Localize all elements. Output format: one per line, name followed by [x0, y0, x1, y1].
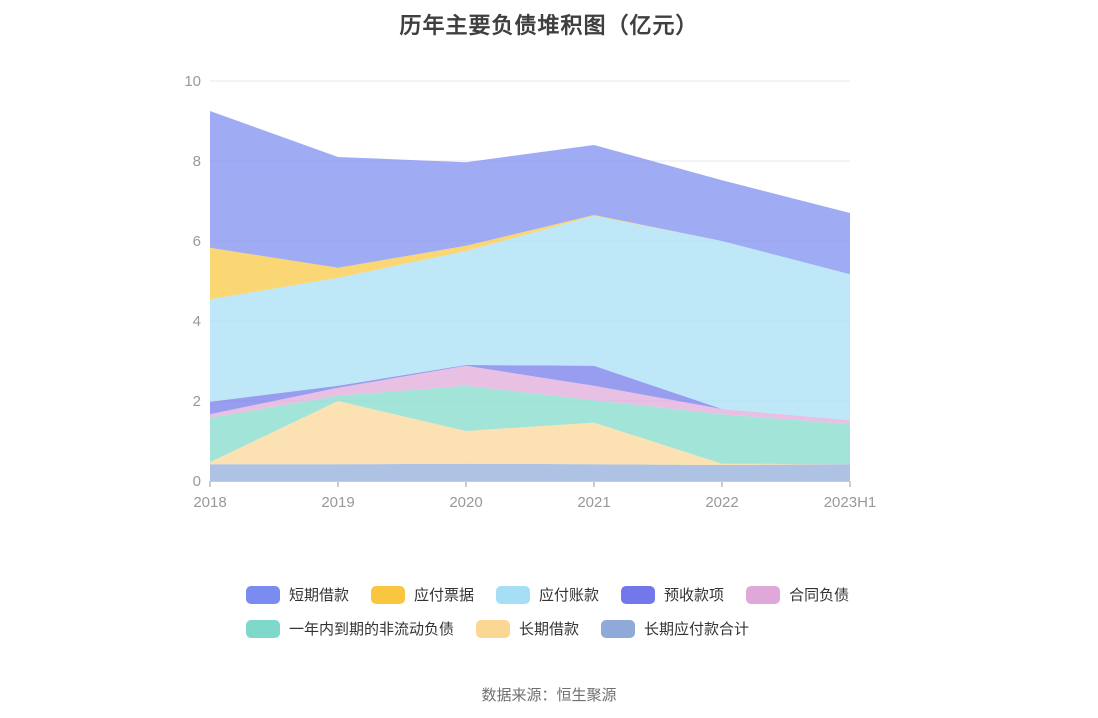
legend-label-notes-payable: 应付票据: [414, 587, 475, 604]
area-short-term-borrowings: [210, 111, 850, 275]
x-axis-label: 2023H1: [824, 494, 877, 511]
area-contract-liabilities: [210, 365, 850, 425]
legend-swatch-long-term-borrowings: [476, 619, 511, 638]
legend-label-short-term-borrowings: 短期借款: [289, 587, 350, 604]
legend-item-short-term-borrowings[interactable]: 短期借款: [246, 584, 349, 605]
legend-item-contract-liabilities[interactable]: 合同负债: [746, 584, 849, 605]
legend-swatch-notes-payable: [371, 585, 406, 604]
area-accounts-payable: [210, 215, 850, 421]
y-axis-label: 10: [184, 73, 201, 90]
legend-label-long-term-payables-total: 长期应付款合计: [644, 621, 750, 638]
x-axis-label: 2022: [705, 494, 738, 511]
legend-label-contract-liabilities: 合同负债: [789, 587, 850, 604]
x-axis-label: 2021: [577, 494, 610, 511]
legend-label-non-current-liabilities-due-within-one-year: 一年内到期的非流动负债: [289, 621, 455, 638]
legend-swatch-non-current-liabilities-due-within-one-year: [246, 619, 280, 638]
legend-swatch-contract-liabilities: [746, 585, 781, 604]
area-notes-payable: [210, 215, 850, 300]
area-long-term-payables-total: [210, 463, 850, 481]
legend-item-long-term-borrowings[interactable]: 长期借款: [476, 618, 579, 639]
data-source: 数据来源：恒生聚源: [481, 687, 617, 704]
legend-label-long-term-borrowings: 长期借款: [519, 621, 580, 638]
y-axis-label: 8: [193, 153, 201, 170]
legend-item-accounts-payable[interactable]: 应付账款: [496, 584, 599, 605]
legend-swatch-long-term-payables-total: [601, 619, 636, 638]
legend-label-accounts-payable: 应付账款: [539, 587, 600, 604]
y-axis-label: 6: [193, 233, 201, 250]
chart-legend: 短期借款 应付票据 应付账款 预收款项 合同负债一年内到期的非流动负债 长期借款 长期应付款…: [246, 584, 866, 639]
area-non-current-liabilities-due-within-one-year: [210, 385, 850, 465]
stacked-area-chart: 2018 2019 2020 2021 2022 2023H1 0 2 4 6 8 10: [184, 73, 877, 511]
y-axis-label: 4: [193, 313, 201, 330]
legend-swatch-advance-receipts: [621, 585, 656, 604]
x-axis-label: 2018: [193, 494, 226, 511]
x-axis-label: 2019: [321, 494, 354, 511]
legend-item-advance-receipts[interactable]: 预收款项: [621, 584, 724, 605]
legend-swatch-short-term-borrowings: [246, 585, 280, 604]
legend-item-non-current-liabilities-due-within-one-year[interactable]: 一年内到期的非流动负债: [246, 618, 454, 639]
legend-item-long-term-payables-total[interactable]: 长期应付款合计: [601, 618, 749, 639]
x-axis-label: 2020: [449, 494, 482, 511]
y-axis-label: 2: [193, 393, 201, 410]
legend-label-advance-receipts: 预收款项: [664, 587, 725, 604]
area-long-term-borrowings: [210, 401, 850, 465]
legend-swatch-accounts-payable: [496, 585, 531, 604]
chart-title: 历年主要负债堆积图（亿元）: [399, 13, 699, 38]
y-axis-label: 0: [193, 473, 201, 490]
legend-item-notes-payable[interactable]: 应付票据: [371, 584, 474, 605]
